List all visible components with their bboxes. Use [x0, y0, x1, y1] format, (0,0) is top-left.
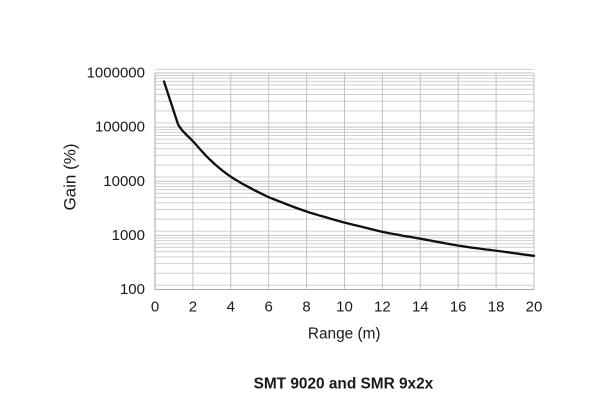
svg-text:8: 8	[302, 299, 310, 316]
svg-text:20: 20	[526, 299, 543, 316]
svg-text:SMT 9020 and SMR 9x2x: SMT 9020 and SMR 9x2x	[254, 376, 434, 393]
svg-text:14: 14	[412, 299, 429, 316]
svg-text:100: 100	[120, 281, 145, 298]
svg-text:18: 18	[488, 299, 505, 316]
svg-text:Gain (%): Gain (%)	[61, 143, 80, 210]
svg-text:Range (m): Range (m)	[308, 325, 381, 342]
svg-text:6: 6	[265, 299, 273, 316]
svg-text:4: 4	[227, 299, 235, 316]
svg-text:10: 10	[336, 299, 353, 316]
svg-text:1000: 1000	[112, 227, 145, 244]
svg-text:2: 2	[189, 299, 197, 316]
svg-text:16: 16	[450, 299, 467, 316]
svg-text:100000: 100000	[95, 119, 145, 136]
svg-text:12: 12	[374, 299, 391, 316]
svg-text:0: 0	[151, 299, 159, 316]
svg-text:1000000: 1000000	[87, 65, 145, 82]
svg-text:10000: 10000	[103, 173, 145, 190]
